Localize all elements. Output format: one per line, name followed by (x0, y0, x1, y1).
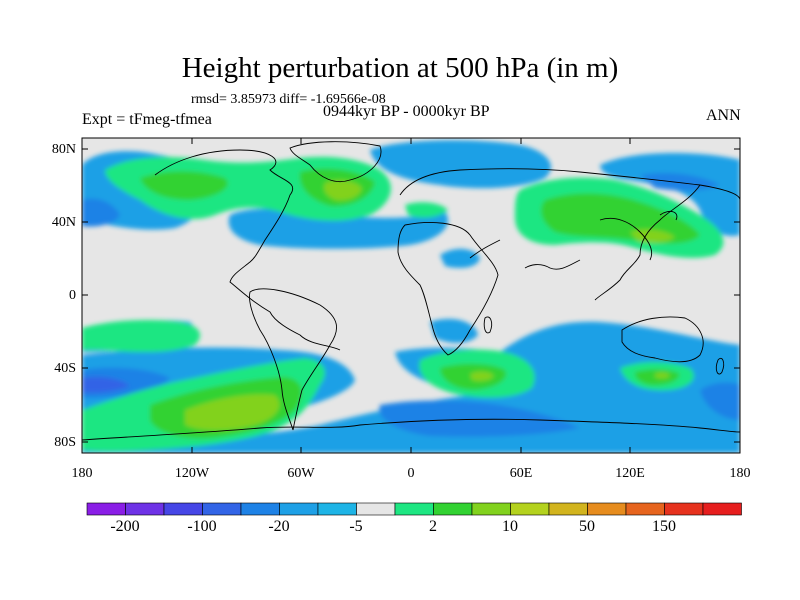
colorbar-label: -5 (349, 518, 363, 535)
colorbar-swatch (394, 502, 434, 516)
colorbar-label: 10 (502, 518, 518, 535)
colorbar-swatch (433, 502, 473, 516)
coastline-australia (621, 316, 704, 363)
anomaly-pos-50-region (655, 372, 670, 379)
anomaly-neg-100-region (82, 376, 130, 393)
colorbar-swatch (702, 502, 742, 516)
anomaly-neg-20-region (640, 173, 720, 191)
colorbar-swatch (202, 502, 242, 516)
coastline-antarctica (82, 418, 740, 441)
anomaly-neg-20-region (379, 400, 580, 437)
lon-label-60e: 60E (509, 466, 533, 481)
map-title: Height perturbation at 500 hPa (in m) (181, 52, 619, 84)
anomaly-pos-50-region (185, 394, 280, 431)
coastline-north-america (154, 149, 341, 351)
anomaly-pos-2-region (405, 202, 448, 218)
coastline-new-zealand (715, 357, 725, 375)
colorbar-swatch (587, 502, 627, 516)
colorbar-label: 2 (429, 518, 437, 535)
colorbar-swatch (548, 502, 588, 516)
colorbar-swatch (125, 502, 165, 516)
colorbar (86, 502, 742, 516)
coastline-europe-asia (399, 168, 740, 301)
anomaly-neg-5-region (82, 321, 740, 453)
coastline-south-america (249, 288, 337, 431)
colorbar-label: -200 (110, 518, 140, 535)
colorbar-label: -100 (187, 518, 217, 535)
contour-fill (82, 140, 740, 453)
coastline-madagascar (483, 316, 493, 334)
coastline-east-asia (599, 210, 678, 261)
lat-label-80n: 80N (51, 142, 76, 157)
lat-label-40n: 40N (51, 215, 76, 230)
anomaly-pos-10-region (140, 171, 228, 200)
lat-label-80s: 80S (54, 435, 76, 450)
anomaly-pos-2-region (82, 320, 200, 353)
colorbar-swatch (86, 502, 126, 516)
anomaly-neg-5-region (225, 447, 280, 453)
season-label: ANN (706, 107, 741, 124)
anomaly-neg-5-region (440, 248, 480, 268)
lon-label-180e: 180 (729, 466, 751, 481)
stats-text: rmsd= 3.85973 diff= -1.69566e-08 (191, 92, 386, 107)
lon-label-60w: 60W (287, 466, 315, 481)
coastlines (82, 141, 740, 441)
period-label: 0944kyr BP - 0000kyr BP (323, 103, 490, 120)
colorbar-swatch (279, 502, 319, 516)
anomaly-neg-5-region (600, 153, 740, 236)
anomaly-neg-20-region (700, 382, 740, 420)
lat-label-40s: 40S (54, 361, 76, 376)
colorbar-swatch (625, 502, 665, 516)
anomaly-neg-5-region (370, 140, 551, 189)
colorbar-swatch (240, 502, 280, 516)
anomaly-neg-5-region (228, 208, 449, 249)
lon-label-120w: 120W (174, 466, 210, 481)
anomaly-neg-20-region (82, 198, 120, 227)
coastline-greenland (289, 141, 382, 183)
anomaly-pos-50-region (324, 180, 362, 201)
lon-label-120e: 120E (615, 466, 645, 481)
colorbar-swatch (471, 502, 511, 516)
colorbar-swatch (356, 502, 396, 516)
colorbar-swatch (510, 502, 550, 516)
colorbar-label: 150 (652, 518, 676, 535)
experiment-label: Expt = tFmeg-tfmea (82, 111, 212, 128)
colorbar-swatch (664, 502, 704, 516)
lat-label-0: 0 (69, 288, 76, 303)
lon-label-180w: 180 (71, 466, 93, 481)
axis-ticks (81, 138, 741, 453)
colorbar-label: 50 (579, 518, 595, 535)
colorbar-swatch (317, 502, 357, 516)
colorbar-swatch (163, 502, 203, 516)
lon-label-0: 0 (407, 466, 415, 481)
coastline-africa (397, 222, 499, 356)
anomaly-pos-50-region (470, 371, 494, 381)
colorbar-label: -20 (268, 518, 290, 535)
